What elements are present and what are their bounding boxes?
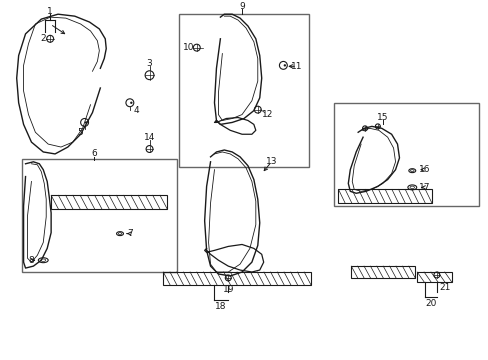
Circle shape bbox=[283, 64, 285, 67]
Text: 7: 7 bbox=[127, 229, 132, 238]
Text: 18: 18 bbox=[214, 302, 225, 311]
Bar bbox=[350, 266, 414, 278]
Text: 15: 15 bbox=[376, 113, 388, 122]
Text: 12: 12 bbox=[262, 110, 273, 119]
Text: 1: 1 bbox=[47, 7, 53, 16]
Text: 9: 9 bbox=[239, 2, 244, 11]
Text: 19: 19 bbox=[222, 285, 234, 294]
Bar bbox=[163, 272, 310, 285]
Bar bbox=[51, 195, 167, 209]
Text: 20: 20 bbox=[425, 299, 436, 308]
Bar bbox=[21, 159, 177, 272]
Text: 11: 11 bbox=[291, 62, 302, 71]
Bar bbox=[333, 103, 478, 206]
Text: 13: 13 bbox=[265, 157, 277, 166]
Text: 8: 8 bbox=[28, 256, 34, 265]
Text: 21: 21 bbox=[438, 283, 449, 292]
Text: 17: 17 bbox=[419, 183, 430, 192]
Text: 14: 14 bbox=[143, 133, 155, 142]
Circle shape bbox=[85, 121, 87, 123]
Circle shape bbox=[130, 102, 132, 104]
Text: 3: 3 bbox=[146, 59, 152, 68]
Bar bbox=[338, 189, 431, 203]
Text: 4: 4 bbox=[134, 106, 139, 115]
Text: 16: 16 bbox=[419, 165, 430, 174]
Text: 2: 2 bbox=[41, 34, 46, 43]
Bar bbox=[179, 14, 308, 167]
Text: 5: 5 bbox=[78, 128, 83, 137]
Text: 10: 10 bbox=[183, 43, 194, 52]
Text: 6: 6 bbox=[91, 149, 97, 158]
Bar bbox=[416, 272, 451, 282]
